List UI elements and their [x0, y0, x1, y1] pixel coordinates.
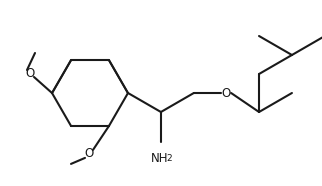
Text: O: O — [222, 86, 231, 100]
Text: 2: 2 — [166, 154, 172, 163]
Text: NH: NH — [151, 152, 169, 165]
Text: O: O — [84, 147, 94, 160]
Text: O: O — [25, 67, 35, 79]
